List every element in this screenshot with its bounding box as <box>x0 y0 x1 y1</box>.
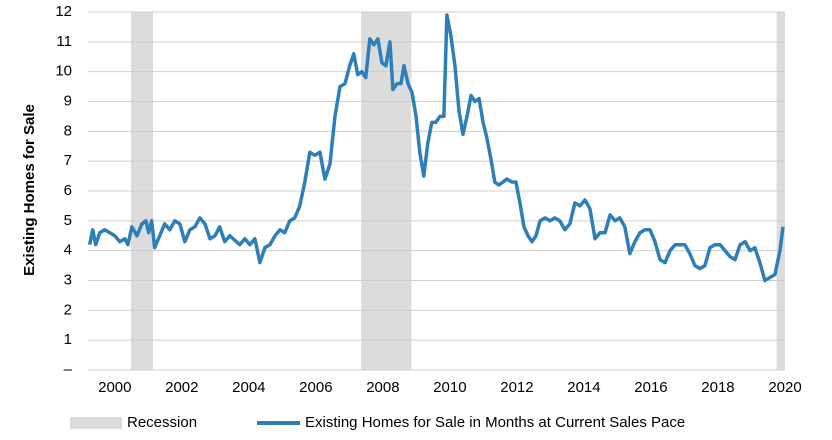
y-axis-label: Existing Homes for Sale <box>21 104 38 276</box>
x-tick-label: 2004 <box>232 379 265 396</box>
x-tick-label: 2006 <box>299 379 332 396</box>
y-tick-label: 7 <box>64 152 72 169</box>
y-tick-label: – <box>64 361 73 378</box>
x-tick-label: 2002 <box>165 379 198 396</box>
y-tick-label: 3 <box>64 271 72 288</box>
data-line <box>87 13 785 283</box>
y-tick-label: 8 <box>64 122 72 139</box>
x-tick-label: 2010 <box>433 379 466 396</box>
x-tick-label: 2000 <box>98 379 131 396</box>
x-tick-label: 2014 <box>567 379 600 396</box>
y-tick-label: 1 <box>64 331 72 348</box>
x-tick-label: 2008 <box>366 379 399 396</box>
x-tick-label: 2018 <box>701 379 734 396</box>
y-tick-label: 2 <box>64 301 72 318</box>
x-tick-label: 2016 <box>634 379 667 396</box>
y-tick-label: 9 <box>64 92 72 109</box>
legend-swatch <box>70 417 122 429</box>
y-tick-label: 12 <box>55 3 72 20</box>
y-tick-label: 6 <box>64 182 72 199</box>
y-tick-label: 5 <box>64 212 72 229</box>
legend-label: Recession <box>127 414 197 431</box>
x-tick-label: 2012 <box>500 379 533 396</box>
x-tick-label: 2020 <box>768 379 801 396</box>
y-tick-label: 11 <box>56 33 72 50</box>
legend-label: Existing Homes for Sale in Months at Cur… <box>305 414 685 431</box>
y-tick-label: 10 <box>55 63 72 80</box>
y-tick-label: 4 <box>64 242 72 259</box>
